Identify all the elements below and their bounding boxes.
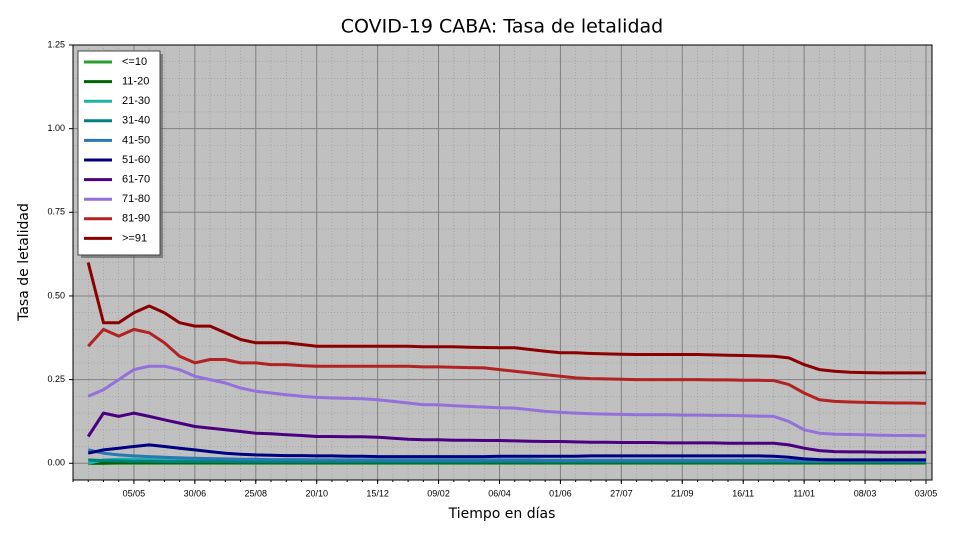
lines bbox=[86, 262, 927, 465]
x-tick-label: 03/05 bbox=[915, 488, 938, 498]
legend-label: >=91 bbox=[122, 232, 147, 244]
legend-label: 41-50 bbox=[122, 134, 150, 146]
x-tick-label: 21/09 bbox=[671, 488, 694, 498]
x-tick-label: 05/05 bbox=[123, 488, 146, 498]
series-line bbox=[87, 364, 927, 438]
legend-label: 51-60 bbox=[122, 154, 150, 166]
x-tick-label: 25/08 bbox=[245, 488, 268, 498]
legend-label: 61-70 bbox=[122, 174, 150, 186]
x-tick-label: 08/03 bbox=[854, 488, 877, 498]
legend-label: 11-20 bbox=[122, 76, 149, 88]
y-tick-label: 1.25 bbox=[47, 39, 65, 49]
x-tick-label: 09/02 bbox=[427, 488, 450, 498]
y-axis-label: Tasa de letalidad bbox=[16, 203, 32, 322]
series-line bbox=[87, 327, 927, 405]
x-tick-label: 15/12 bbox=[366, 488, 389, 498]
legend-label: 21-30 bbox=[122, 95, 150, 107]
plot-frame bbox=[72, 44, 933, 481]
x-tick-label: 27/07 bbox=[610, 488, 633, 498]
legend-label: <=10 bbox=[122, 56, 147, 68]
series-line bbox=[87, 443, 926, 462]
x-axis-label: Tiempo en días bbox=[448, 506, 556, 522]
legend-label: 81-90 bbox=[122, 213, 150, 225]
series-line bbox=[87, 448, 926, 463]
series-line bbox=[86, 411, 926, 454]
series-line bbox=[86, 262, 926, 375]
legend: <=10 11-20 21-30 31-40 41-50 51-60 61-70 71-80 8… bbox=[77, 50, 163, 258]
x-tick-label: 11/01 bbox=[793, 488, 815, 498]
axes: 0.00 0.25 0.50 0.75 1.00 1.25 05/05 30/06 25/08 2… bbox=[47, 39, 937, 498]
y-tick-label: 1.00 bbox=[47, 123, 65, 133]
y-tick-label: 0.25 bbox=[47, 374, 65, 384]
chart-title: COVID-19 CABA: Tasa de letalidad bbox=[341, 16, 663, 38]
legend-label: 31-40 bbox=[122, 115, 150, 127]
legend-box bbox=[77, 50, 161, 256]
x-tick-label: 20/10 bbox=[305, 488, 328, 498]
y-tick-label: 0.00 bbox=[47, 458, 65, 468]
x-tick-label: 16/11 bbox=[732, 488, 754, 498]
legend-label: 71-80 bbox=[122, 193, 150, 205]
x-tick-label: 01/06 bbox=[549, 488, 572, 498]
x-tick-label: 30/06 bbox=[184, 488, 207, 498]
y-tick-label: 0.75 bbox=[47, 207, 65, 217]
grid bbox=[72, 44, 932, 480]
x-tick-label: 06/04 bbox=[488, 488, 511, 498]
y-tick-label: 0.50 bbox=[47, 290, 65, 300]
